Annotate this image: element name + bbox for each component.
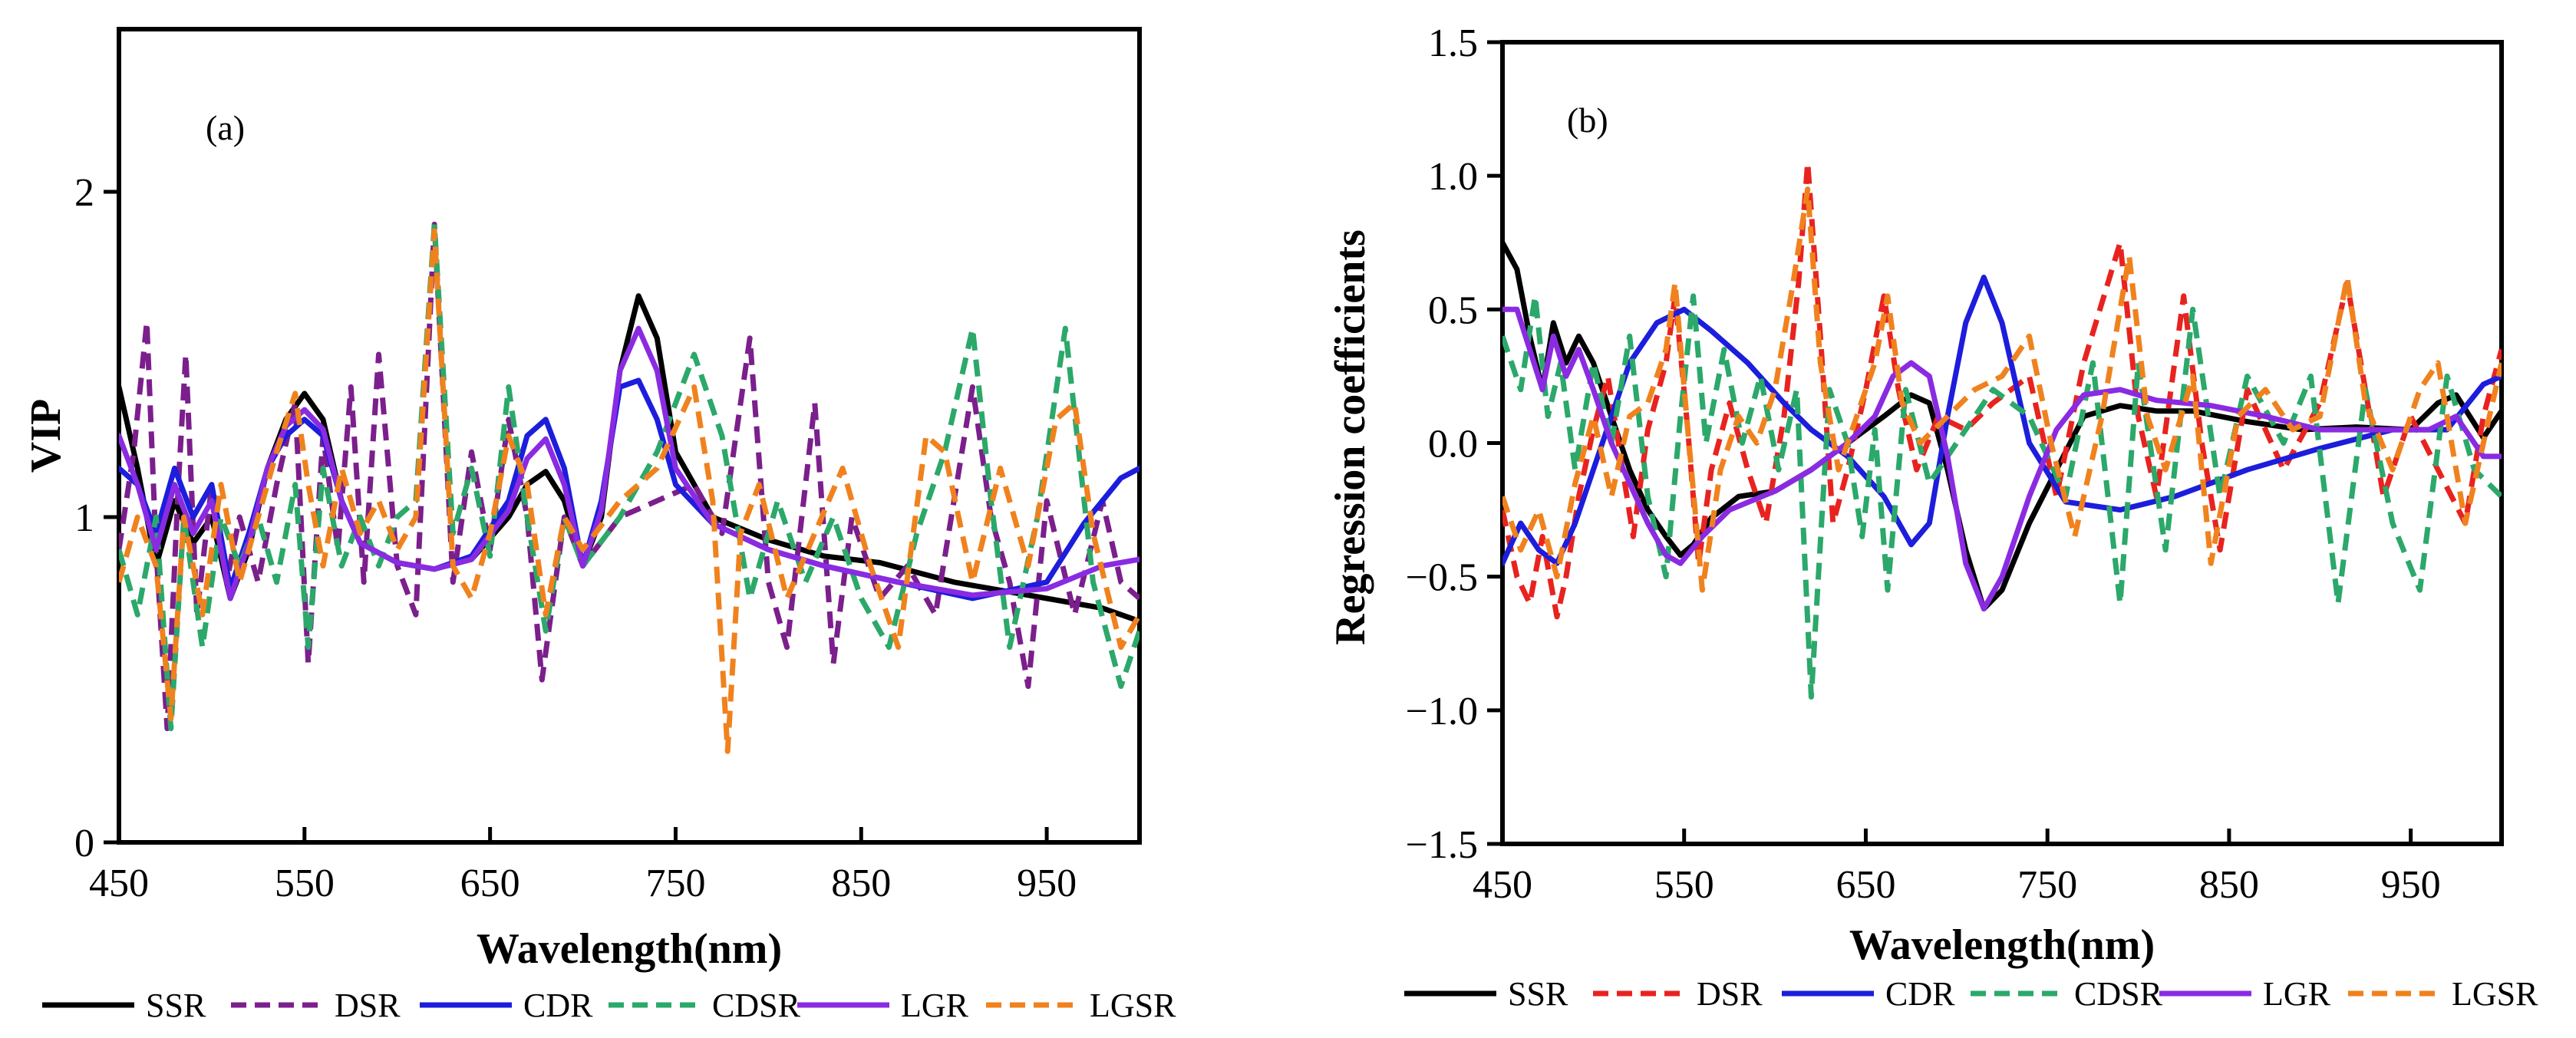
panel-a-x-tick-label: 950: [1017, 862, 1077, 905]
panel-b-legend-label-lgsr: LGSR: [2452, 975, 2538, 1013]
panel-b-legend-label-cdsr: CDSR: [2074, 975, 2163, 1013]
panel-a-y-tick-label: 1: [74, 496, 94, 540]
panel-b-series: [1502, 160, 2502, 700]
panel-b-legend-label-dsr: DSR: [1697, 975, 1763, 1013]
panel-b-y-tick-label: 1.0: [1428, 155, 1478, 199]
panel-b-x-tick-label: 650: [1836, 863, 1895, 907]
panel-b-x-tick-label: 550: [1654, 863, 1714, 907]
panel-b-x-tick-label: 750: [2017, 863, 2077, 907]
panel-b-x-tick-label: 450: [1473, 863, 1532, 907]
panel-b-y-tick-label: −0.5: [1406, 556, 1478, 600]
panel-a-x-tick-label: 450: [89, 862, 149, 905]
panel-b-y-axis-label: Regression coefficients: [1327, 229, 1374, 645]
panel-b-y-tick-label: 0.5: [1428, 288, 1478, 332]
panel-b-ticks: 450 550 650 750 850 950 −1.5 −1.0 −0.5 0.0 0.5 1.0 1…: [1406, 21, 2441, 907]
panel-b-y-tick-label: −1.5: [1406, 823, 1478, 867]
panel-b-x-tick-label: 950: [2381, 863, 2441, 907]
panel-b-y-tick-label: 0.0: [1428, 423, 1478, 466]
panel-a-series-lgsr: [119, 228, 1140, 754]
panel-a-x-tick-label: 550: [275, 862, 335, 905]
panel-b-x-axis-label: Wavelength(nm): [1849, 921, 2155, 969]
panel-a-x-tick-label: 750: [645, 862, 705, 905]
panel-a-legend-label-cdsr: CDSR: [712, 987, 801, 1024]
panel-b-legend-label-ssr: SSR: [1508, 975, 1568, 1013]
panel-b-chart: 450 550 650 750 850 950 −1.5 −1.0 −0.5 0.0 0.5 1.0 1…: [1327, 21, 2538, 1013]
panel-b-legend-label-cdr: CDR: [1885, 975, 1955, 1013]
panel-b-series-ssr: [1502, 239, 2502, 611]
panel-a-chart: 450 550 650 750 850 950 0 1 2 (a) Wavelength(nm)…: [22, 27, 1176, 1024]
panel-a-y-tick-label: 2: [74, 171, 94, 215]
panel-b-series-lgsr: [1502, 186, 2502, 593]
panel-b-x-tick-label: 850: [2199, 863, 2259, 907]
panel-a-legend-label-cdr: CDR: [523, 987, 593, 1024]
panel-a-series: [119, 221, 1140, 754]
panel-b-y-tick-label: 1.5: [1428, 21, 1478, 65]
panel-b-series-cdr: [1502, 275, 2502, 566]
panel-a-series-lgr: [119, 325, 1140, 601]
panel-a-x-tick-label: 850: [831, 862, 891, 905]
panel-a-ticks: 450 550 650 750 850 950 0 1 2: [74, 171, 1077, 905]
panel-a-legend-label-lgsr: LGSR: [1090, 987, 1176, 1024]
panel-a-legend: SSR DSR CDR CDSR LGR LGSR: [42, 987, 1176, 1024]
panel-a-y-tick-label: 0: [74, 822, 94, 865]
panel-a-legend-label-ssr: SSR: [146, 987, 206, 1024]
panel-b-series-cdsr: [1502, 293, 2502, 700]
panel-b-legend-label-lgr: LGR: [2263, 975, 2331, 1013]
panel-b-series-lgr: [1502, 306, 2502, 611]
panel-b-label: (b): [1567, 101, 1608, 140]
panel-a-y-axis-label: VIP: [22, 399, 70, 473]
panel-a-label: (a): [206, 108, 245, 147]
panel-a-legend-label-dsr: DSR: [335, 987, 401, 1024]
panel-a-x-axis-label: Wavelength(nm): [477, 925, 782, 973]
panel-a-legend-label-lgr: LGR: [901, 987, 969, 1024]
panel-a-frame: [117, 27, 1142, 845]
panel-a-x-tick-label: 650: [460, 862, 520, 905]
panel-b-legend: SSR DSR CDR CDSR LGR LGSR: [1404, 975, 2538, 1013]
panel-b-y-tick-label: −1.0: [1406, 690, 1478, 733]
panel-b-frame: [1500, 40, 2504, 846]
